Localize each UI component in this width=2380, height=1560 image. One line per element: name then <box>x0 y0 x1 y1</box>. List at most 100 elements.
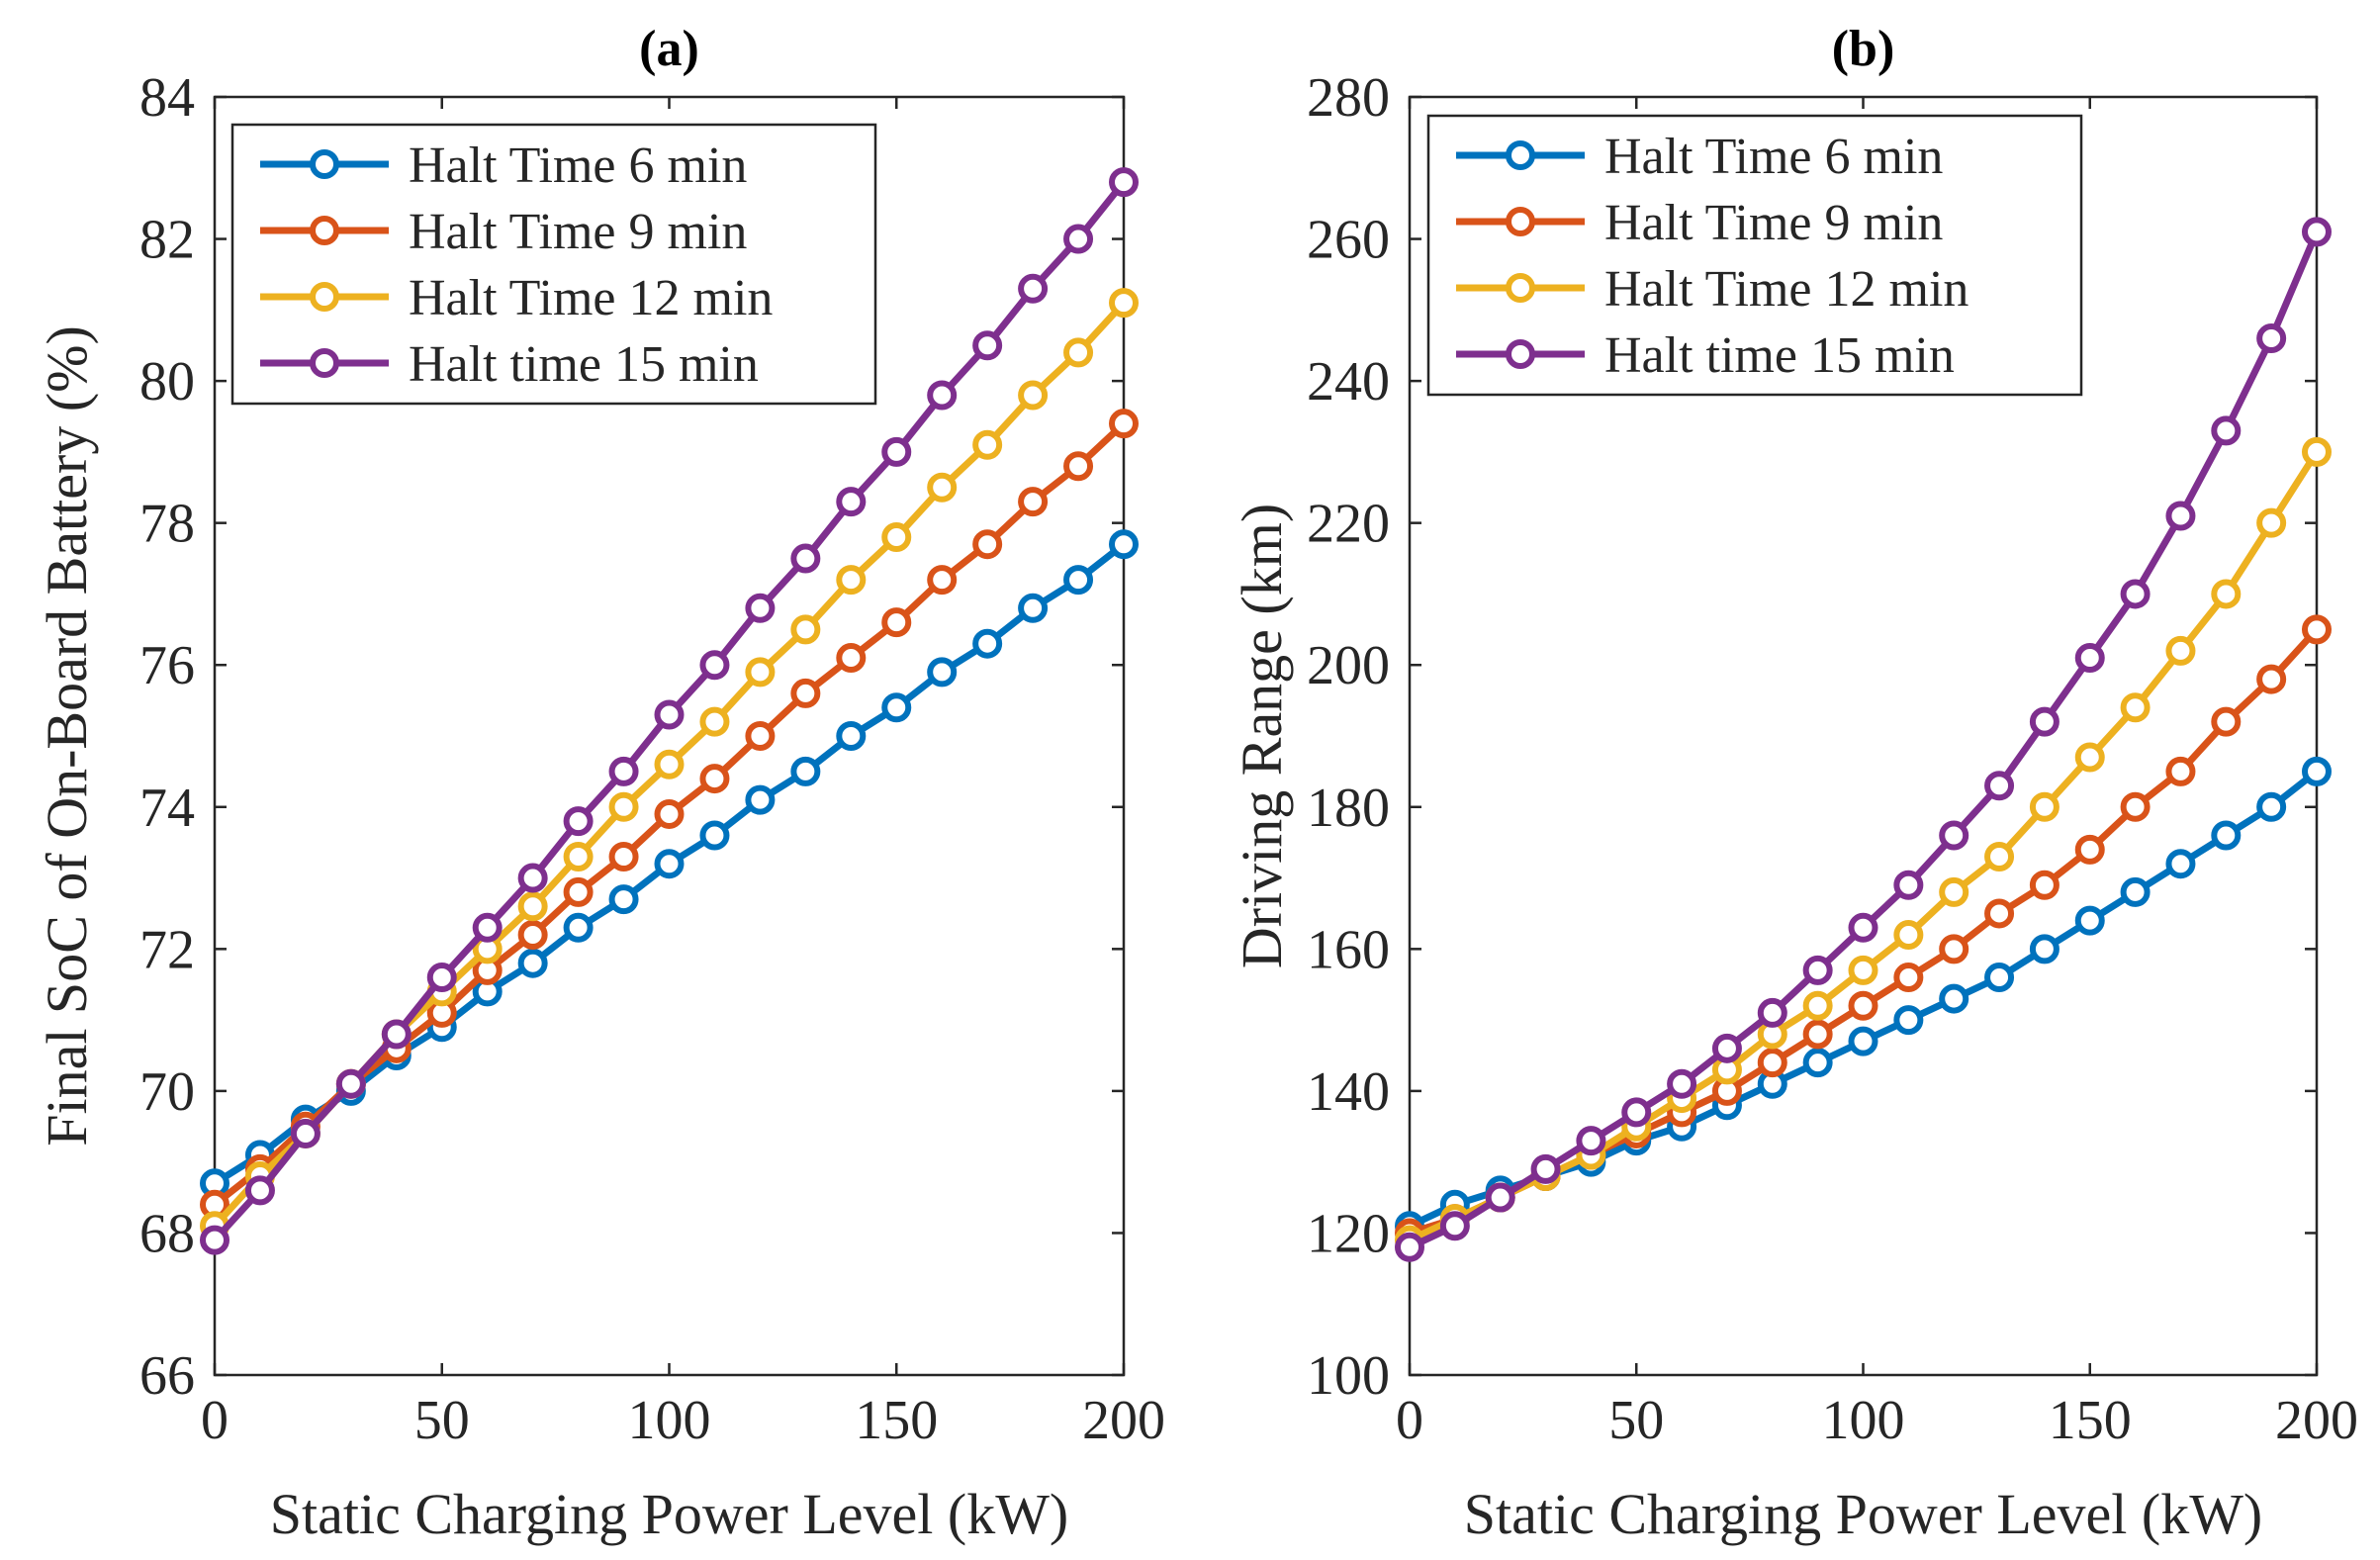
data-point <box>927 472 958 503</box>
data-point <box>2211 706 2242 737</box>
data-point <box>1109 529 1139 560</box>
y-tick-label: 74 <box>139 778 195 839</box>
data-point <box>1802 990 1833 1021</box>
y-tick-label: 84 <box>139 67 195 129</box>
data-point <box>881 436 912 467</box>
legend-entry: Halt Time 6 min <box>409 138 747 194</box>
data-point <box>927 657 958 688</box>
y-axis-label: Driving Range (km) <box>1230 504 1294 968</box>
data-point <box>290 1118 320 1148</box>
y-tick-label: 120 <box>1307 1203 1390 1264</box>
y-tick-label: 78 <box>139 494 195 555</box>
data-point <box>244 1175 275 1206</box>
legend-box <box>230 123 877 406</box>
data-point <box>972 529 1003 560</box>
data-point <box>881 607 912 638</box>
data-point <box>1893 919 1924 950</box>
data-point <box>1109 409 1139 439</box>
data-point <box>1711 1033 1742 1063</box>
data-point <box>1109 167 1139 198</box>
data-point <box>927 380 958 411</box>
data-point <box>1939 820 1969 851</box>
data-point <box>2074 905 2105 936</box>
data-point <box>2074 834 2105 865</box>
y-tick-label: 68 <box>139 1203 195 1264</box>
legend-swatch-marker <box>310 216 339 245</box>
data-point <box>972 330 1003 361</box>
data-point <box>1984 963 2015 993</box>
x-tick-label: 200 <box>2275 1390 2358 1451</box>
data-point <box>517 891 548 922</box>
data-point <box>335 1068 366 1099</box>
data-point <box>608 756 639 786</box>
x-tick-label: 150 <box>855 1390 938 1451</box>
panel-b: 0 50 100 150 200 100 120 140 160 180 200 220 240 260 2… <box>1230 21 2358 1546</box>
x-tick-label: 100 <box>1822 1390 1905 1451</box>
data-point <box>1395 1232 1424 1262</box>
y-tick-label: 200 <box>1307 635 1390 696</box>
data-point <box>790 543 821 574</box>
data-point <box>1848 912 1878 943</box>
legend-swatch-marker <box>310 348 339 378</box>
data-point <box>1939 934 1969 964</box>
data-point <box>836 643 867 674</box>
data-point <box>563 842 594 872</box>
y-tick-label: 260 <box>1307 210 1390 271</box>
legend-entry: Halt time 15 min <box>1604 327 1955 384</box>
data-point <box>2165 501 2196 531</box>
data-point <box>563 876 594 907</box>
data-point <box>200 1225 229 1255</box>
y-tick-label: 76 <box>139 635 195 696</box>
y-tick-label: 82 <box>139 210 195 271</box>
data-point <box>699 820 730 851</box>
data-point <box>1802 955 1833 985</box>
data-point <box>517 948 548 978</box>
data-point <box>1621 1097 1652 1128</box>
x-tick-label: 0 <box>1396 1390 1423 1451</box>
data-point <box>2211 415 2242 446</box>
legend-entry: Halt Time 9 min <box>409 204 747 260</box>
legend-swatch-marker <box>1506 207 1535 236</box>
y-tick-label: 66 <box>139 1345 195 1407</box>
x-tick-label: 100 <box>628 1390 711 1451</box>
data-point <box>472 912 503 943</box>
data-point <box>2256 791 2287 822</box>
data-point <box>2302 756 2332 786</box>
data-point <box>2302 217 2332 247</box>
data-point <box>1939 983 1969 1014</box>
data-point <box>2029 706 2060 737</box>
data-point <box>608 791 639 822</box>
data-point <box>2074 742 2105 773</box>
y-tick-label: 70 <box>139 1061 195 1123</box>
legend-swatch-marker <box>1506 140 1535 170</box>
data-point <box>2211 820 2242 851</box>
data-point <box>1984 898 2015 929</box>
y-tick-label: 160 <box>1307 919 1390 980</box>
data-point <box>2074 643 2105 674</box>
data-point <box>563 912 594 943</box>
y-tick-label: 280 <box>1307 67 1390 129</box>
legend-swatch-marker <box>1506 273 1535 303</box>
legend: Halt Time 6 min Halt Time 9 min Halt Time … <box>1426 114 2083 397</box>
y-tick-label: 72 <box>139 919 195 980</box>
x-tick-label: 50 <box>1608 1390 1664 1451</box>
y-tick-label: 240 <box>1307 351 1390 413</box>
legend-entry: Halt Time 9 min <box>1604 195 1943 251</box>
data-point <box>745 593 776 623</box>
data-point <box>2029 870 2060 900</box>
data-point <box>1667 1068 1697 1099</box>
data-point <box>927 565 958 596</box>
data-point <box>1018 380 1049 411</box>
data-point <box>2256 507 2287 538</box>
data-point <box>654 849 685 879</box>
data-point <box>1984 771 2015 801</box>
data-point <box>1893 963 1924 993</box>
y-tick-label: 220 <box>1307 494 1390 555</box>
data-point <box>699 764 730 794</box>
x-tick-label: 200 <box>1082 1390 1165 1451</box>
data-point <box>608 884 639 915</box>
data-point <box>1802 1048 1833 1078</box>
x-tick-label: 0 <box>201 1390 229 1451</box>
data-point <box>1848 1026 1878 1056</box>
data-point <box>2029 934 2060 964</box>
